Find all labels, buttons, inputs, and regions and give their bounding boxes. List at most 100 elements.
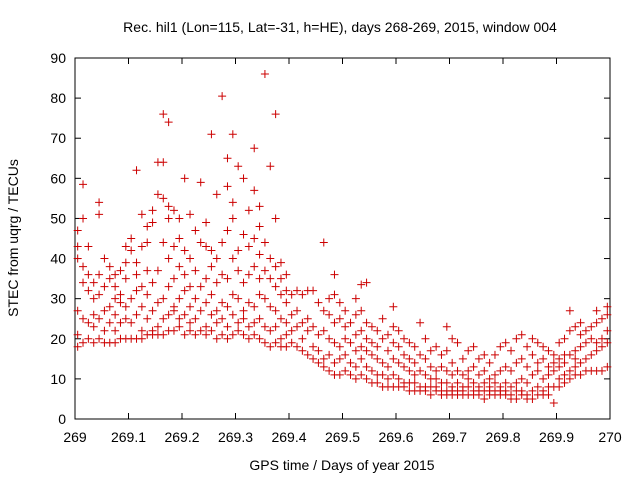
data-point [148,326,157,335]
data-point [405,354,414,363]
data-point [330,338,339,347]
data-point [111,294,120,303]
y-axis-label: STEC from uqrg / TECUs [5,159,21,317]
data-point [394,374,403,383]
y-tick-label: 70 [50,130,66,146]
data-point [346,370,355,379]
data-point [153,190,162,199]
data-point [501,386,510,395]
data-point [260,294,269,303]
data-point [228,290,237,299]
data-point [592,338,601,347]
data-point [143,238,152,247]
data-point [100,282,109,291]
data-point [555,338,564,347]
data-point [234,326,243,335]
data-point [105,274,114,283]
data-point [351,362,360,371]
data-point [73,242,82,251]
data-point [501,378,510,387]
data-point [523,362,532,371]
data-point [490,350,499,359]
data-point [132,310,141,319]
data-point [319,306,328,315]
data-point [276,334,285,343]
data-point [191,314,200,323]
data-point [234,266,243,275]
data-point [367,322,376,331]
data-point [416,350,425,359]
data-point [303,314,312,323]
data-point [501,338,510,347]
data-point [309,342,318,351]
data-point [437,362,446,371]
data-point [555,362,564,371]
data-point [271,110,280,119]
data-point [127,234,136,243]
data-point [116,318,125,327]
data-point [533,366,542,375]
data-point [378,370,387,379]
data-point [389,370,398,379]
data-point [549,358,558,367]
data-point [528,334,537,343]
data-point [565,366,574,375]
data-point [485,382,494,391]
data-point [496,382,505,391]
data-point [298,346,307,355]
data-point [95,198,104,207]
data-point [555,354,564,363]
data-point [159,294,168,303]
data-point [73,254,82,263]
data-point [271,338,280,347]
data-point [73,330,82,339]
data-point [95,210,104,219]
data-point [282,286,291,295]
data-point [341,350,350,359]
data-point [405,338,414,347]
data-point [571,346,580,355]
data-point [202,242,211,251]
data-point [234,162,243,171]
data-point [143,222,152,231]
data-point [244,270,253,279]
data-point [319,362,328,371]
data-point [148,218,157,227]
data-point [539,342,548,351]
data-point [137,302,146,311]
data-point [357,280,366,289]
data-point [512,394,521,403]
data-point [79,262,88,271]
data-point [223,154,232,163]
data-point [116,298,125,307]
data-point [357,342,366,351]
data-point [271,214,280,223]
data-point [544,390,553,399]
data-point [581,338,590,347]
data-point [539,374,548,383]
data-point [95,270,104,279]
data-point [191,266,200,275]
data-point [143,266,152,275]
data-point [207,326,216,335]
data-point [383,374,392,383]
data-point [507,382,516,391]
data-point [362,318,371,327]
data-point [228,198,237,207]
data-point [105,262,114,271]
data-point [592,346,601,355]
data-point [223,334,232,343]
data-point [212,306,221,315]
data-point [282,298,291,307]
data-point [346,318,355,327]
data-point [592,306,601,315]
data-point [373,354,382,363]
data-point [303,326,312,335]
data-point [319,238,328,247]
data-point [228,310,237,319]
data-point [148,306,157,315]
data-point [298,334,307,343]
data-point [180,286,189,295]
data-point [378,358,387,367]
data-point [153,322,162,331]
